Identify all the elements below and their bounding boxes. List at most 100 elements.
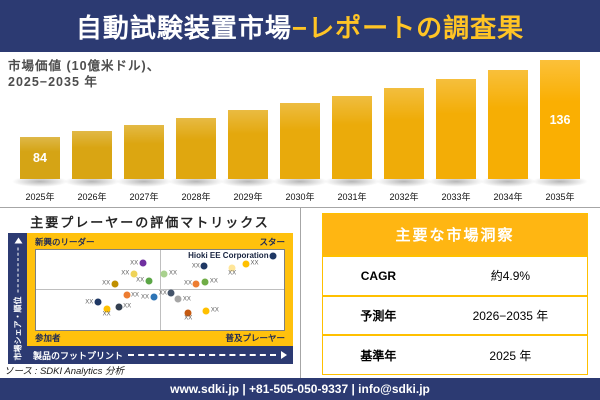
matrix-y-axis-arrow: 市場シェア・順位 [12, 237, 23, 360]
bar-shadow [116, 176, 172, 187]
bar-column [324, 96, 380, 187]
matrix-point-label: XX [136, 277, 145, 284]
matrix-point-label: XX [141, 294, 150, 301]
years-row: 2025年 2026年 2027年 2028年 2029年 2030年 2031年 2032年… [20, 190, 580, 203]
bar-shadow [168, 176, 224, 187]
year-label: 2032年 [389, 192, 419, 202]
year-label: 2034年 [493, 192, 523, 202]
bar-column [64, 131, 120, 187]
matrix-point: XX [228, 264, 236, 277]
bar-shadow [428, 176, 484, 187]
bar-shadow [272, 176, 328, 187]
matrix-point: XX [174, 295, 191, 303]
year-label: 2029年 [233, 192, 263, 202]
bars-row: 84 136 [12, 53, 588, 187]
matrix-point: XX [184, 309, 192, 321]
matrix-point-dot [123, 291, 131, 299]
market-insights-panel: 主要な市場洞察 CAGR 約4.9% 予測年 2026−2035 年基準年 2025 年 [301, 208, 600, 379]
matrix-point-dot [192, 280, 200, 288]
bar-column [376, 88, 432, 187]
bar-column [428, 79, 484, 187]
matrix-point: XX [85, 298, 102, 306]
year-label: 2033年 [441, 192, 471, 202]
matrix-point-dot [94, 298, 102, 306]
bar-column: 136 [532, 60, 588, 187]
quadrant-label-pervasive-players: 普及プレーヤー [225, 333, 285, 343]
matrix-point-label: XX [85, 299, 94, 306]
bar-2034年 [488, 70, 528, 179]
matrix-point: XX [242, 260, 259, 268]
matrix-point-dot [111, 280, 119, 288]
matrix-point-label: XX [102, 311, 111, 318]
chart-subtitle-line1: 市場価値 (10億米ドル)、 [8, 59, 161, 73]
quadrant-label-emerging-leaders: 新興のリーダー [35, 237, 95, 247]
bar-2029年 [228, 110, 268, 179]
bar-2030年 [280, 103, 320, 179]
matrix-point: XX [102, 280, 119, 288]
matrix-point-dot [145, 277, 153, 285]
matrix-point: XX [130, 259, 147, 267]
matrix-y-axis-label: 市場シェア・順位 [13, 296, 22, 360]
matrix-point-dot [115, 303, 123, 311]
bar-2025年: 84 [20, 137, 60, 179]
chart-subtitle-line2: 2025−2035 年 [8, 75, 98, 90]
bar-column: 84 [12, 137, 68, 187]
page-title-main: 自動試験装置市場 [75, 12, 292, 43]
arrow-right-icon [281, 351, 287, 359]
matrix-point-dot [160, 270, 168, 278]
matrix-point: XX [103, 305, 111, 317]
matrix-point-label: XX [182, 296, 191, 303]
bar-shadow [324, 176, 380, 187]
bar-2031年 [332, 96, 372, 179]
matrix-point-dot [174, 295, 182, 303]
evaluation-matrix: 市場シェア・順位 新興のリーダー スター 参加者 普及プレーヤー XX XX XX X… [8, 233, 293, 364]
year-label: 2026年 [77, 192, 107, 202]
matrix-point: XX [201, 278, 218, 286]
insight-label: 予測年 [360, 309, 397, 323]
matrix-point-label: XX [183, 280, 192, 287]
matrix-point-dot [139, 259, 147, 267]
matrix-point: XX [202, 307, 219, 315]
matrix-point-label: XX [130, 260, 139, 267]
bar-column [168, 118, 224, 187]
insights-table: 主要な市場洞察 CAGR 約4.9% 予測年 2026−2035 年基準年 2025 年 [322, 213, 588, 375]
insight-value: 2025 年 [489, 348, 532, 363]
matrix-x-axis-label: 製品のフットプリント [33, 350, 124, 361]
matrix-title: 主要プレーヤーの評価マトリックス [30, 215, 270, 230]
bar-shadow [376, 176, 432, 187]
matrix-point-dot [167, 289, 175, 297]
player-matrix-panel: 主要プレーヤーの評価マトリックス 市場シェア・順位 新興のリーダー スター 参加… [0, 208, 301, 379]
source-note: ソース : SDKI Analytics 分析 [4, 366, 125, 377]
dashed-line [128, 354, 276, 356]
matrix-point: XX [121, 270, 138, 278]
bar-column [220, 110, 276, 187]
bar-shadow [480, 176, 536, 187]
matrix-point-label: XX [210, 307, 219, 314]
year-label: 2025年 [25, 192, 55, 202]
matrix-point-dot [200, 262, 208, 270]
matrix-point-label: XX [209, 278, 218, 285]
arrow-up-icon [13, 237, 22, 243]
year-label: 2031年 [337, 192, 367, 202]
matrix-point-dot [150, 293, 158, 301]
matrix-point: XX [159, 289, 175, 297]
matrix-point-label: XX [123, 303, 132, 310]
bar-column [272, 103, 328, 187]
matrix-point-dot [103, 305, 111, 313]
matrix-y-axis: 市場シェア・順位 [8, 233, 27, 364]
matrix-point-label: XX [250, 260, 259, 267]
page-title-accent: −レポートの調査果 [291, 12, 525, 43]
matrix-point: XX [136, 277, 153, 285]
insight-row: 予測年 2026−2035 年 [323, 294, 587, 335]
matrix-point: XX [141, 293, 158, 301]
footer-contact-text: www.sdki.jp | +81-505-050-9337 | info@sd… [170, 382, 430, 396]
matrix-point: XX [160, 270, 177, 278]
matrix-point-label: XX [191, 263, 200, 270]
matrix-point-dot [184, 309, 192, 317]
matrix-point-dot [269, 252, 277, 260]
matrix-x-axis: 製品のフットプリント [27, 346, 293, 364]
matrix-gold-frame: 新興のリーダー スター 参加者 普及プレーヤー XX XX XX XX XX XX XX XX… [27, 233, 293, 346]
matrix-point-dot [130, 270, 138, 278]
chart-subtitle: 市場価値 (10億米ドル)、 2025−2035 年 [8, 58, 160, 91]
